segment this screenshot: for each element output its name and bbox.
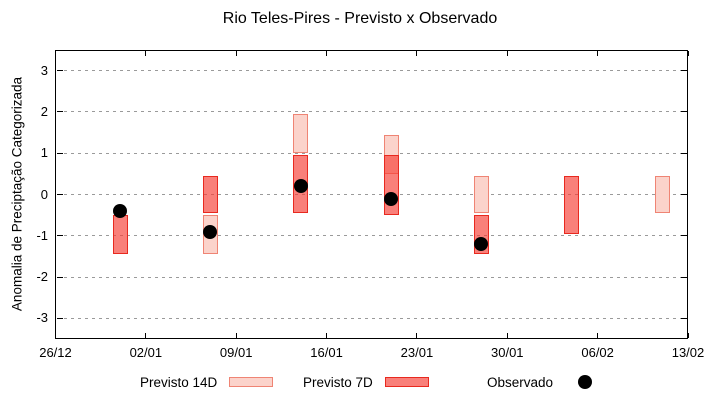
y-axis-tick-right <box>681 70 687 72</box>
plot-frame <box>55 50 688 339</box>
x-axis-tick-top <box>326 51 328 56</box>
previsto-7d-bar <box>383 155 399 216</box>
y-axis-tick-right <box>681 235 687 237</box>
y-axis-tick-right <box>681 194 687 195</box>
x-axis-tick-bottom <box>326 333 328 338</box>
x-axis-tick-bottom <box>145 333 147 338</box>
x-axis-tick-bottom <box>416 333 418 338</box>
previsto-14d-bar <box>293 113 309 154</box>
x-axis-tick-top <box>55 51 56 56</box>
y-tick-label: 3 <box>40 62 48 78</box>
y-axis-tick-left <box>56 194 63 195</box>
y-axis-tick-left <box>56 276 63 278</box>
gridline <box>56 70 687 72</box>
previsto-7d-bar <box>112 215 128 255</box>
x-axis-tick-top <box>506 51 508 56</box>
gridline <box>56 235 687 237</box>
x-axis-tick-top <box>687 51 689 56</box>
x-tick-label: 23/01 <box>400 345 434 360</box>
x-axis-tick-bottom <box>235 333 237 338</box>
y-tick-label: 2 <box>40 103 48 119</box>
y-tick-label: 1 <box>40 145 48 161</box>
y-axis-tick-left <box>56 70 63 72</box>
x-tick-label: 02/01 <box>129 345 163 360</box>
gridline <box>56 152 687 154</box>
previsto-14d-bar <box>654 175 670 214</box>
y-axis-tick-right <box>681 152 687 154</box>
legend: Previsto 14D Previsto 7D Observado <box>0 372 720 396</box>
gridline <box>56 276 687 278</box>
legend-label-previsto-7d: Previsto 7D <box>303 374 373 390</box>
previsto-7d-bar <box>564 175 580 234</box>
x-tick-label: 06/02 <box>581 345 614 360</box>
x-axis-tick-bottom <box>687 333 689 338</box>
gridline <box>56 111 687 113</box>
observado-dot <box>113 204 128 218</box>
y-axis-tick-left <box>56 152 63 154</box>
y-axis-tick-left <box>56 111 63 113</box>
chart-title: Rio Teles-Pires - Previsto x Observado <box>222 10 498 27</box>
observado-dot <box>474 237 489 252</box>
observado-dot <box>293 179 308 194</box>
gridline <box>56 317 687 319</box>
x-tick-label: 13/02 <box>671 345 705 360</box>
legend-item-previsto-14d: Previsto 14D <box>140 372 274 392</box>
y-tick-label: -2 <box>36 269 48 285</box>
previsto-7d-bar <box>202 175 218 214</box>
observado-dot <box>384 191 399 206</box>
gridline <box>56 194 687 195</box>
x-axis-tick-bottom <box>597 333 599 338</box>
legend-item-observado: Observado <box>487 372 593 392</box>
x-tick-label: 09/01 <box>219 345 253 360</box>
observado-dot-swatch <box>578 375 593 389</box>
previsto-14d-swatch <box>229 377 274 387</box>
previsto-14d-bar <box>473 175 489 214</box>
legend-label-previsto-14d: Previsto 14D <box>140 374 218 390</box>
y-axis-tick-left <box>56 317 63 319</box>
x-tick-label: 30/01 <box>491 345 524 360</box>
x-tick-label: 16/01 <box>310 345 343 360</box>
y-tick-label: 0 <box>40 186 48 202</box>
y-axis-tick-left <box>56 235 63 237</box>
previsto-7d-swatch <box>384 377 429 387</box>
x-axis-tick-top <box>235 51 237 56</box>
x-tick-label: 26/12 <box>39 345 72 360</box>
y-axis-tick-right <box>681 317 687 319</box>
y-tick-label: -3 <box>36 310 48 326</box>
observado-dot <box>203 224 218 239</box>
y-tick-label: -1 <box>36 227 48 243</box>
x-axis-tick-bottom <box>55 333 56 338</box>
legend-item-previsto-7d: Previsto 7D <box>303 372 429 392</box>
legend-label-observado: Observado <box>487 374 554 390</box>
y-axis-tick-right <box>681 111 687 113</box>
x-axis-tick-bottom <box>506 333 508 338</box>
x-axis-tick-top <box>145 51 147 56</box>
y-axis-tick-right <box>681 276 687 278</box>
x-axis-tick-top <box>416 51 418 56</box>
x-axis-tick-top <box>597 51 599 56</box>
